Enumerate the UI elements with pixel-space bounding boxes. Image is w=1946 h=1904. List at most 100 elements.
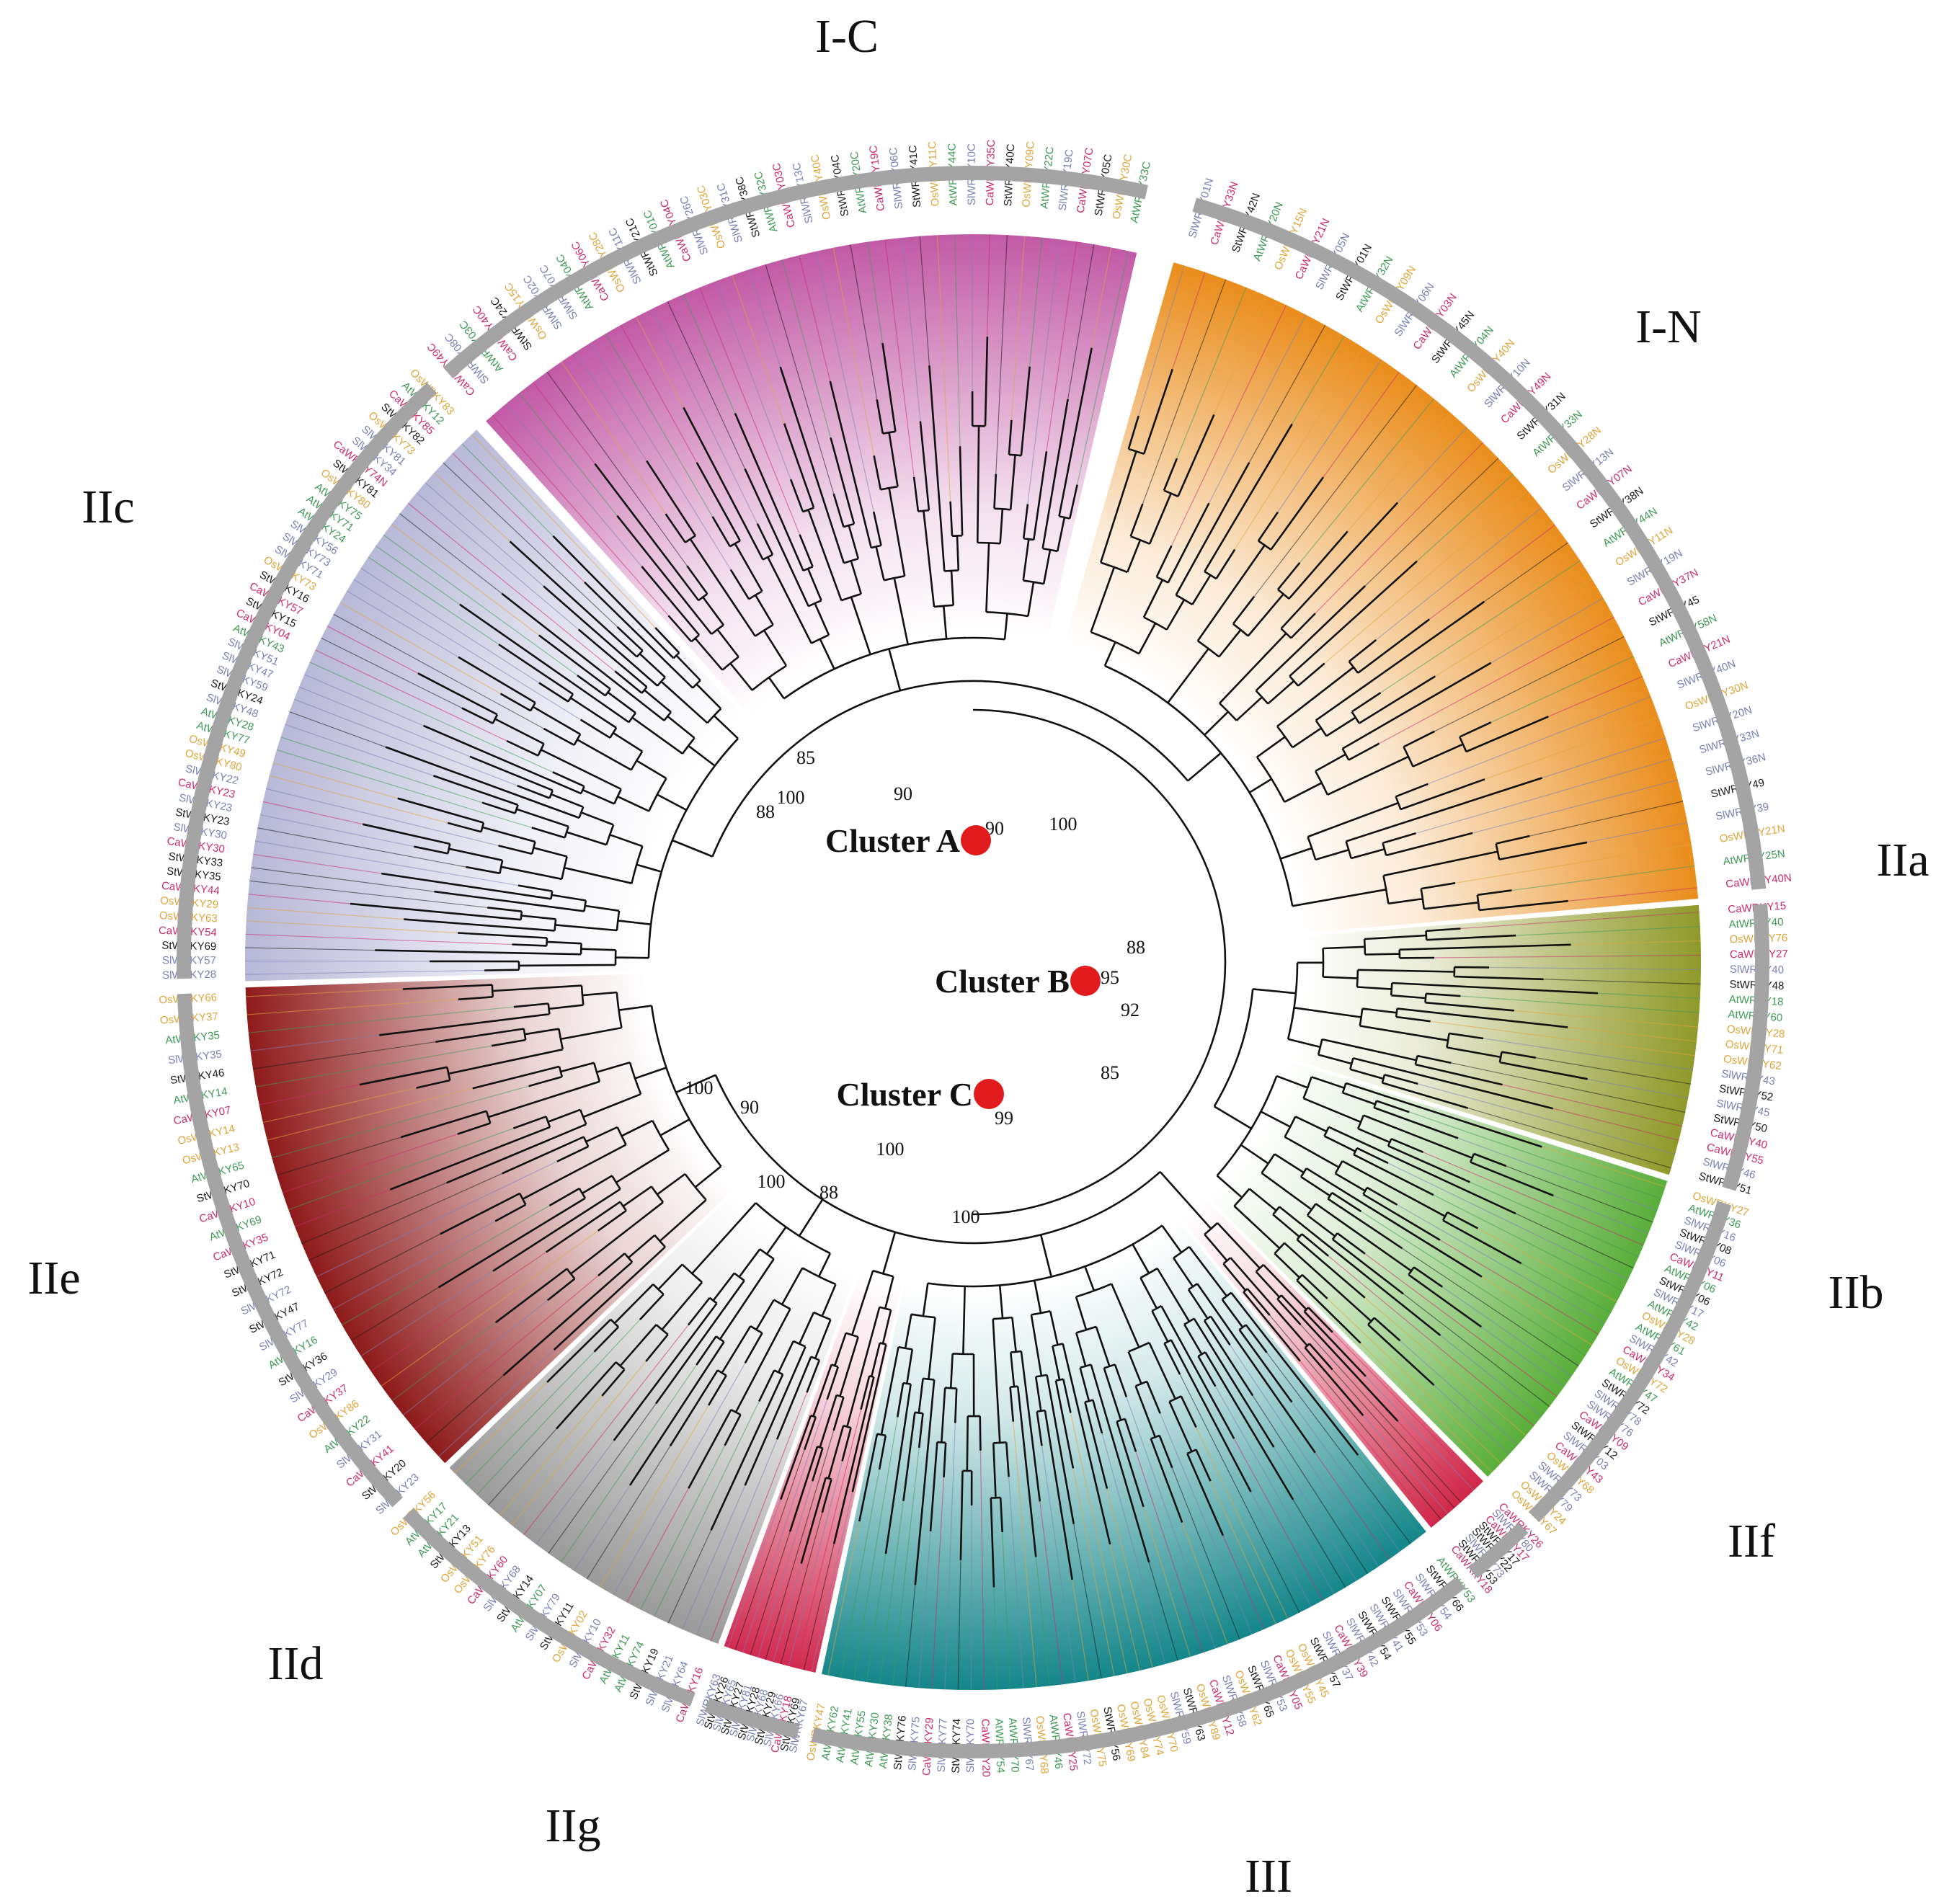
leaf-line — [546, 371, 688, 566]
leaf-line — [316, 1161, 558, 1278]
leaf-line — [407, 502, 616, 672]
leaf-line — [1209, 1480, 1276, 1624]
leaf-line — [248, 894, 350, 904]
leaf-line — [1398, 1420, 1468, 1497]
leaf-line — [1529, 801, 1684, 837]
leaf-line — [465, 1351, 595, 1485]
outer-group-ring — [177, 166, 1770, 1758]
leaf-line — [245, 947, 376, 951]
leaf-line — [1514, 1010, 1699, 1028]
leaf-line — [1142, 1506, 1191, 1658]
leaf-line — [832, 247, 875, 456]
cluster-b-label: Cluster B — [935, 963, 1070, 1000]
bootstrap-value: 88 — [819, 1182, 838, 1203]
leaf-line — [1106, 1488, 1153, 1668]
leaf-line — [416, 492, 579, 630]
leaf-line — [1375, 507, 1542, 641]
bootstrap-value: 100 — [1049, 814, 1078, 835]
leaf-line — [1587, 1078, 1689, 1099]
leaf-line — [626, 1487, 689, 1603]
leaf-line — [262, 1087, 417, 1124]
leaf-line — [425, 482, 544, 587]
leaf-line — [1233, 1438, 1323, 1601]
leaf-line — [1179, 1374, 1300, 1613]
leaf-line — [1327, 1298, 1501, 1464]
leaf-line — [1403, 1293, 1550, 1407]
leaf-line — [1511, 866, 1695, 891]
wedge-iif — [1136, 1147, 1483, 1528]
leaf-line — [1315, 442, 1483, 614]
leaf-line — [1208, 314, 1307, 504]
leaf-line — [560, 1364, 697, 1563]
group-label-iii: III — [1245, 1850, 1292, 1903]
leaf-line — [368, 556, 499, 645]
leaf-line — [280, 737, 483, 804]
leaf-line — [599, 1405, 709, 1588]
leaf-line — [605, 333, 714, 517]
leaf-line — [499, 1395, 603, 1516]
leaf-line — [1067, 244, 1095, 400]
leaf-line — [269, 775, 448, 824]
leaf-line — [1428, 696, 1651, 785]
leaf-line — [1360, 1343, 1493, 1473]
leaf-line — [308, 1173, 503, 1261]
leaf-line — [1010, 236, 1026, 420]
leaf-line — [1400, 1340, 1519, 1446]
leaf-line — [853, 1417, 898, 1681]
leaf-line — [276, 749, 532, 828]
leaf-line — [1542, 1146, 1666, 1188]
leaf-line — [918, 1531, 931, 1689]
leaf-line — [1357, 1454, 1422, 1536]
leaf-line — [1416, 473, 1514, 562]
leaf-line — [850, 244, 878, 400]
ring-arc-iie — [177, 993, 404, 1508]
leaf-line — [1172, 272, 1206, 370]
leaf-line — [1380, 560, 1581, 693]
leaf-line — [1181, 1522, 1228, 1645]
leaf-line — [414, 1275, 599, 1430]
leaf-line — [383, 534, 578, 676]
leaf-line — [944, 1423, 956, 1690]
leaf-line — [1041, 1446, 1076, 1683]
leaf-line — [1039, 1501, 1063, 1685]
leaf-line — [732, 275, 785, 424]
ring-arc-iif — [1468, 1522, 1529, 1579]
leaf-line — [1291, 1402, 1401, 1552]
leaf-line — [1387, 1162, 1629, 1280]
leaf-line — [248, 1006, 515, 1033]
leaf-line — [1502, 1084, 1683, 1127]
leaf-line — [267, 1087, 473, 1141]
leaf-line — [1488, 966, 1701, 971]
leaf-line — [346, 590, 459, 658]
leaf-line — [1409, 1111, 1662, 1199]
cluster-spines — [711, 680, 1254, 1245]
leaf-line — [324, 1233, 441, 1294]
leaf-line — [1460, 912, 1700, 930]
leaf-line — [1434, 954, 1701, 958]
leaf-line — [1027, 239, 1060, 504]
leaf-line — [391, 1322, 497, 1402]
cluster-a-label: Cluster A — [825, 822, 960, 859]
leaf-line — [1451, 1062, 1686, 1113]
leaf-line — [342, 1205, 550, 1326]
group-label-iif: IIf — [1728, 1515, 1775, 1567]
leaf-line — [360, 567, 540, 683]
backbone-arcs — [711, 680, 1254, 1245]
leaf-line — [993, 1587, 998, 1690]
leaf-line — [1213, 295, 1267, 415]
branch-paths — [350, 337, 1598, 1588]
leaf-line — [1171, 1467, 1240, 1640]
leaf-line — [511, 1361, 647, 1526]
leaf-line — [1142, 279, 1227, 504]
leaf-line — [1434, 636, 1625, 732]
leaf-line — [815, 251, 874, 512]
leaf-line — [1379, 616, 1614, 744]
leaf-line — [1292, 1499, 1346, 1588]
leaf-line — [1364, 1297, 1527, 1436]
leaf-line — [518, 392, 618, 517]
leaf-line — [443, 462, 618, 628]
leaf-line — [590, 342, 732, 570]
bootstrap-value: 88 — [756, 801, 775, 822]
leaf-line — [902, 237, 921, 422]
ring-arc-iia — [1722, 904, 1770, 1191]
